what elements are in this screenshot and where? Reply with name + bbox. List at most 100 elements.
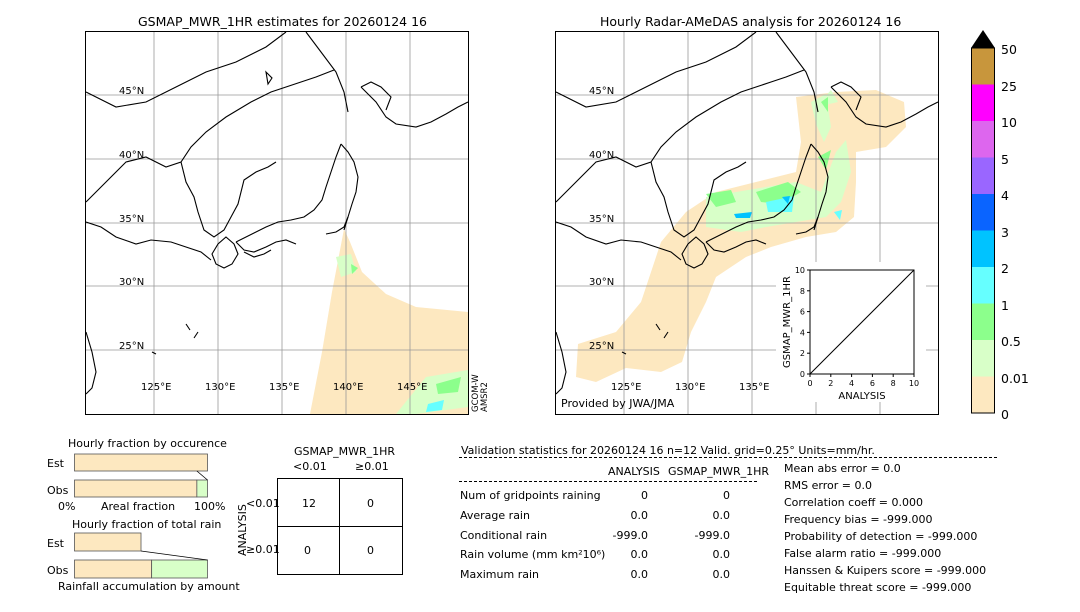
scatter-ytick-label: 2 [800,349,805,358]
stat-analysis: 0.0 [630,548,649,561]
occurrence-est-label: Est [47,457,64,470]
colorbar-extend-arrow [971,30,995,48]
score-line: Hanssen & Kuipers score = -999.000 [784,564,987,577]
scatter-ylabel: GSMAP_MWR_1HR [782,276,793,368]
stat-label: Average rain [460,509,530,522]
left-lon-130: 130°E [205,382,236,393]
stat-label: Rain volume (mm km²10⁶) [460,548,606,561]
left-lat-25: 25°N [119,341,145,352]
stat-label: Num of gridpoints raining [460,489,601,502]
total-rain-xlabel: Rainfall accumulation by amount [58,580,240,593]
scatter-ytick-label: 8 [800,287,805,296]
left-map-canvas [86,32,468,414]
inset-scatter-panel: 0 2 4 6 8 10 0 2 4 6 8 10 ANALYSIS GSMAP_MWR_1HR [776,262,926,402]
scatter-xtick-label: 0 [807,379,812,388]
left-lon-145: 145°E [397,382,428,393]
scatter-ytick-label: 6 [800,308,805,317]
estimate-rain-1mm [351,264,461,394]
colorbar-band [971,84,995,121]
colorbar-svg [971,30,995,414]
stat-analysis: 0.0 [630,509,649,522]
occurrence-tick-0: 0% [58,500,76,513]
score-line: Correlation coeff = 0.000 [784,496,923,509]
cb-label-0: 0 [1001,407,1009,422]
cb-label-10: 10 [1001,115,1017,130]
contingency-cell-01: 0 [367,497,374,510]
right-lat-45: 45°N [589,86,615,97]
scatter-ytick-label: 4 [800,328,805,337]
stat-gsmap: 0 [723,489,730,502]
contingency-row-2: ≥0.01 [246,543,280,556]
score-line: RMS error = 0.0 [784,479,872,492]
cb-label-3: 3 [1001,225,1009,240]
analysis-rain-1mm [706,97,831,207]
right-map-title: Hourly Radar-AMeDAS analysis for 2026012… [600,14,902,29]
scatter-xtick-label: 8 [891,379,896,388]
left-lon-125: 125°E [141,382,172,393]
validation-header-rule [459,457,997,458]
satellite-note: GCOM-W AMSR2 [471,374,490,412]
contingency-grid: 12 0 0 0 [277,478,403,575]
scatter-diagonal [809,269,915,375]
stat-gsmap: 0.0 [712,509,731,522]
colorbar-band [971,121,995,158]
right-lat-35: 35°N [589,214,615,225]
right-lat-30: 30°N [589,277,615,288]
cb-label-4: 4 [1001,188,1009,203]
right-lon-135: 135°E [739,382,770,393]
right-lon-125: 125°E [611,382,642,393]
scatter-xtick-label: 4 [849,379,854,388]
right-coastline [556,32,938,395]
occurrence-bar-dry [74,479,198,498]
scatter-ytick-label: 0 [800,370,805,379]
occurrence-tick-100: 100% [194,500,226,513]
contingency-cell-11: 0 [367,544,374,557]
contingency-col-1: <0.01 [293,460,327,473]
colorbar [971,30,995,414]
total-rain-bar-obs-low [74,559,153,579]
left-lon-140: 140°E [333,382,364,393]
occurrence-bar-dry [74,453,208,472]
right-lon-130: 130°E [675,382,706,393]
estimate-rain-2mm [426,400,444,412]
colorbar-band [971,303,995,340]
stat-label: Conditional rain [460,529,548,542]
validation-col-gsmap: GSMAP_MWR_1HR [668,465,770,478]
score-line: Mean abs error = 0.0 [784,462,901,475]
validation-col-analysis: ANALYSIS [608,465,660,478]
colorbar-band [971,340,995,377]
total-rain-est-label: Est [47,537,64,550]
score-line: Frequency bias = -999.000 [784,513,933,526]
left-coastline [86,32,468,395]
data-credit: Provided by JWA/JMA [561,397,675,410]
scatter-xtick-label: 2 [828,379,833,388]
colorbar-band [971,230,995,267]
left-lat-30: 30°N [119,277,145,288]
analysis-rain-2mm [766,196,842,220]
total-rain-obs-label: Obs [47,564,69,577]
stat-analysis: -999.0 [612,529,648,542]
cb-label-0.5: 0.5 [1001,334,1021,349]
scatter-ytick-label: 10 [795,266,805,275]
contingency-hline [278,526,402,527]
cb-label-25: 25 [1001,79,1017,94]
occurrence-title: Hourly fraction by occurence [68,437,227,450]
left-map-title: GSMAP_MWR_1HR estimates for 20260124 16 [138,14,427,29]
validation-header: Validation statistics for 20260124 16 n=… [461,444,875,457]
validation-col-rule [459,481,757,482]
total-rain-title: Hourly fraction of total rain [72,518,222,531]
contingency-col-2: ≥0.01 [355,460,389,473]
cb-label-0.01: 0.01 [1001,371,1029,386]
total-rain-bar-obs-high [151,559,208,579]
colorbar-frame [971,47,995,414]
right-map-canvas [556,32,938,414]
cb-label-5: 5 [1001,152,1009,167]
cb-label-50: 50 [1001,42,1017,57]
colorbar-band [971,48,995,85]
estimate-rain-area [310,229,468,414]
total-rain-chart [74,532,208,579]
right-lat-25: 25°N [589,341,615,352]
stat-analysis: 0.0 [630,568,649,581]
analysis-light-rain [706,90,851,232]
contingency-row-1: <0.01 [246,497,280,510]
